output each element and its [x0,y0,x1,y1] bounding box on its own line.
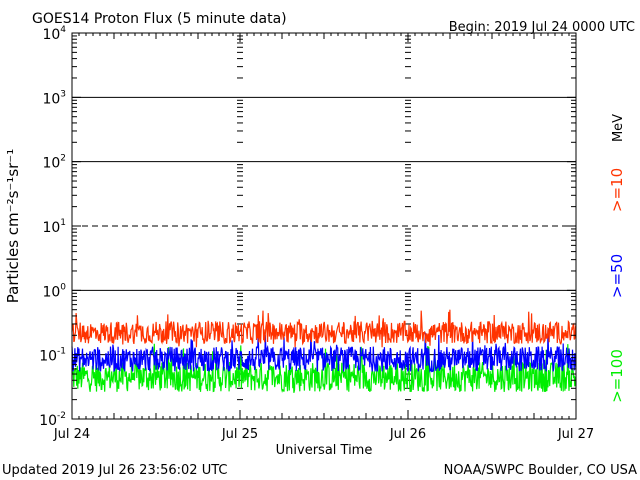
x-tick-label: Jul 24 [53,427,90,442]
y-axis-label: Particles cm⁻²s⁻¹sr⁻¹ [4,149,22,303]
y-tick-label: 104 [42,25,66,43]
chart-title: GOES14 Proton Flux (5 minute data) [32,11,287,27]
y-tick-label: 100 [42,282,66,300]
legend-series-10mev: >=10 [608,168,626,212]
legend-series-100mev: >=100 [608,349,626,403]
x-tick-label: Jul 27 [557,427,594,442]
x-tick-label: Jul 26 [389,427,426,442]
y-tick-label: 102 [42,154,66,172]
y-tick-label: 10-1 [39,347,66,365]
updated-text: Updated 2019 Jul 26 23:56:02 UTC [2,463,227,478]
x-axis: Jul 24 Jul 25 Jul 26 Jul 27 [53,33,594,442]
series-layer [71,309,577,393]
series-line [71,343,577,393]
series-line [71,309,577,348]
y-tick-label: 101 [42,218,66,236]
y-tick-label: 10-2 [39,411,66,429]
grid [72,35,576,401]
x-tick-label: Jul 25 [221,427,258,442]
begin-label: Begin: 2019 Jul 24 0000 UTC [449,20,635,35]
unit-label: MeV [611,114,626,142]
series-line [71,329,577,374]
credit-text: NOAA/SWPC Boulder, CO USA [444,463,637,478]
y-axis: 10-2 10-1 100 101 102 103 104 [39,25,576,429]
legend-series-50mev: >=50 [608,254,626,298]
y-tick-label: 103 [42,89,66,107]
x-axis-label: Universal Time [276,443,373,458]
